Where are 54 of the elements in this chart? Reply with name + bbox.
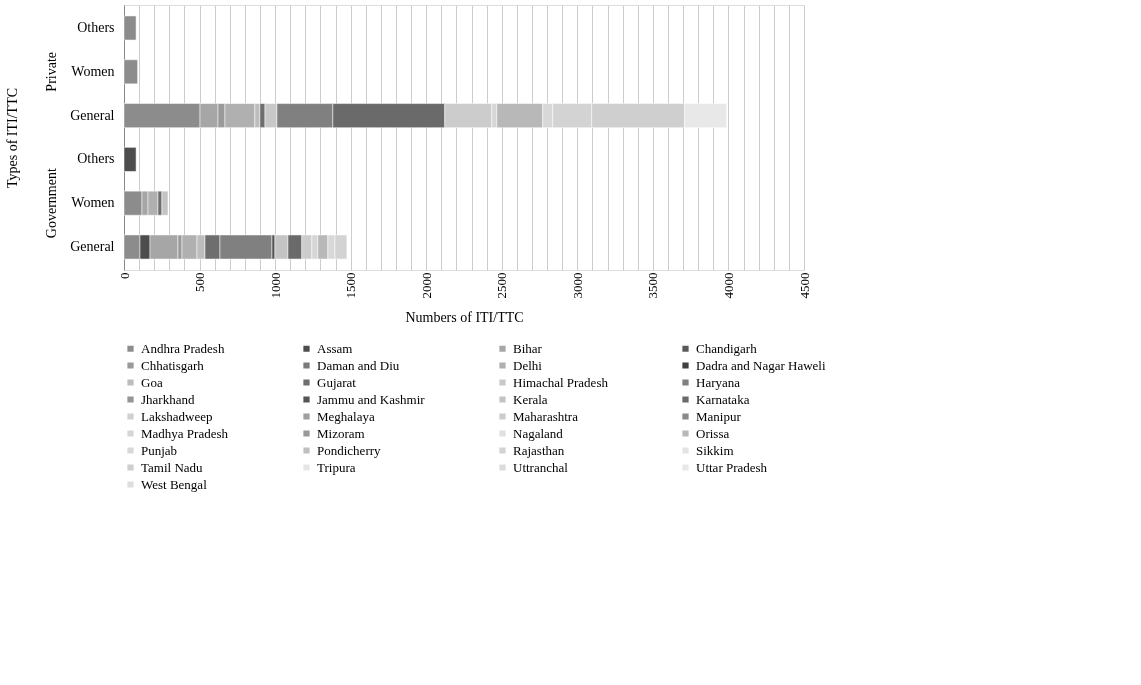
y-axis-title: Types of ITI/TTC xyxy=(5,87,21,189)
legend-label: Nagaland xyxy=(513,425,564,441)
y-tick-label: Women xyxy=(71,195,115,211)
x-tick-label: 2000 xyxy=(418,272,434,299)
legend-label: Lakshadweep xyxy=(141,408,213,424)
legend-label: Mizoram xyxy=(317,425,365,441)
x-tick-label: 1500 xyxy=(343,272,359,299)
y-tick-label: Women xyxy=(71,63,115,79)
legend-label: Tripura xyxy=(317,459,356,475)
legend-label: Dadra and Nagar Haweli xyxy=(696,357,826,373)
x-tick-label: 1000 xyxy=(267,272,283,299)
y-tick-label: General xyxy=(70,239,115,254)
legend-label: Jammu and Kashmir xyxy=(317,391,426,407)
legend-label: Jharkhand xyxy=(141,391,195,407)
x-tick-label: 0 xyxy=(116,272,132,279)
x-tick-label: 500 xyxy=(192,272,208,292)
x-axis-title: Numbers of ITI/TTC xyxy=(405,309,524,325)
legend-label: Kerala xyxy=(513,391,548,407)
legend-label: Uttranchal xyxy=(513,459,569,475)
legend-label: Meghalaya xyxy=(317,408,375,424)
legend-label: Sikkim xyxy=(696,442,734,458)
legend-label: Haryana xyxy=(696,374,741,390)
legend-label: Chhatisgarh xyxy=(141,357,205,373)
legend-label: Gujarat xyxy=(317,374,357,390)
x-tick-label: 2500 xyxy=(494,272,510,299)
bar xyxy=(123,147,137,172)
legend-label: Daman and Diu xyxy=(317,357,400,373)
legend-label: Orissa xyxy=(696,425,730,441)
legend-label: Goa xyxy=(141,374,163,390)
legend-label: Rajasthan xyxy=(513,442,565,458)
legend-label: Madhya Pradesh xyxy=(141,425,229,441)
y-tick-label: Others xyxy=(77,151,115,167)
x-tick-label: 3500 xyxy=(645,272,661,299)
legend-label: Andhra Pradesh xyxy=(141,340,225,356)
legend-label: Tamil Nadu xyxy=(141,459,204,475)
legend-label: Punjab xyxy=(141,442,178,458)
legend-label: Karnataka xyxy=(696,391,750,407)
legend-label: Uttar Pradesh xyxy=(696,459,768,475)
y-tick-label: General xyxy=(70,107,115,123)
x-tick-label: 4000 xyxy=(720,272,736,299)
text: Private xyxy=(44,51,59,92)
legend-label: Delhi xyxy=(513,357,543,373)
legend-label: Himachal Pradesh xyxy=(513,374,609,390)
x-tick-label: 4500 xyxy=(796,272,812,299)
legend-label: Assam xyxy=(317,340,353,356)
legend-label: Chandigarh xyxy=(696,340,758,356)
legend-label: Manipur xyxy=(696,408,742,424)
legend-label: West Bengal xyxy=(141,476,208,492)
legend-label: Pondicherry xyxy=(317,442,382,458)
legend-label: Maharashtra xyxy=(513,408,579,424)
y-tick-label: Others xyxy=(77,20,115,35)
text: Government xyxy=(44,168,59,239)
legend-label: Bihar xyxy=(513,340,543,356)
x-tick-label: 3000 xyxy=(569,272,585,299)
